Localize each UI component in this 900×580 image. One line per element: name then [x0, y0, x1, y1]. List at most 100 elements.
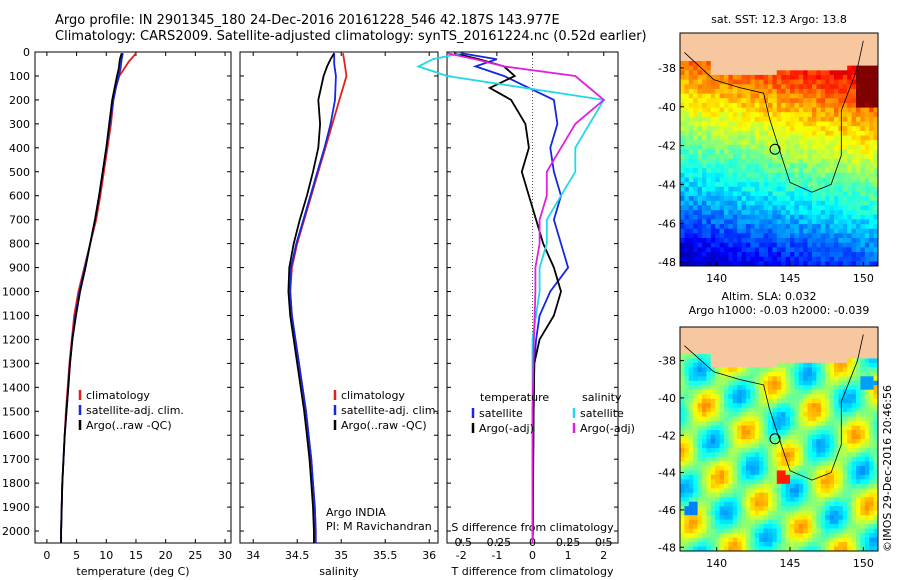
map-cell	[768, 261, 773, 267]
map-cell	[728, 353, 734, 359]
map-cell	[772, 256, 778, 262]
map-cell	[680, 168, 685, 174]
map-cell	[688, 501, 694, 507]
map-cell	[702, 542, 707, 547]
map-cell	[803, 238, 808, 244]
map-cell	[715, 546, 720, 552]
map-cell	[816, 228, 822, 234]
map-cell	[741, 546, 747, 552]
map-cell	[776, 196, 782, 202]
map-cell	[702, 74, 707, 80]
map-cell	[746, 191, 751, 197]
map-cell	[803, 483, 808, 489]
map-cell	[693, 448, 698, 453]
map-cell	[728, 61, 734, 67]
map-cell	[702, 33, 707, 39]
map-cell	[838, 107, 844, 113]
map-cell	[732, 546, 738, 552]
map-cell	[754, 158, 760, 164]
map-cell	[798, 247, 804, 253]
map-cell	[856, 403, 861, 409]
map-cell	[869, 47, 874, 53]
map-cell	[750, 93, 756, 99]
map-cell	[688, 528, 694, 534]
map-cell	[790, 488, 795, 494]
map-cell	[794, 79, 800, 85]
map-cell	[781, 158, 786, 164]
map-cell	[754, 492, 760, 498]
map-cell	[825, 394, 830, 400]
map-cell	[680, 421, 685, 426]
map-cell	[759, 380, 764, 386]
map-cell	[838, 398, 844, 404]
map-cell	[829, 439, 835, 444]
map-cell	[768, 186, 773, 192]
map-cell	[754, 439, 760, 444]
map-cell	[781, 394, 786, 400]
map-cell	[785, 93, 791, 99]
map-cell	[785, 65, 791, 71]
map-cell	[807, 412, 813, 417]
map-cell	[798, 144, 804, 150]
map-cell	[732, 439, 738, 444]
map-cell	[873, 403, 879, 409]
map-cell	[842, 510, 848, 516]
map-cell	[812, 186, 817, 192]
map-cell	[680, 205, 685, 211]
map-cell	[684, 448, 690, 453]
map-cell	[807, 140, 813, 146]
map-cell	[829, 358, 835, 364]
map-cell	[847, 349, 852, 355]
map-cell	[710, 252, 716, 258]
map-cell	[688, 344, 694, 350]
map-cell	[759, 70, 764, 76]
map-cell	[697, 154, 703, 160]
map-cell	[860, 470, 866, 476]
map-cell	[710, 367, 716, 373]
map-cell	[842, 65, 848, 71]
map-cell	[688, 510, 694, 516]
map-cell	[860, 205, 866, 211]
map-cell	[680, 130, 685, 136]
map-cell	[684, 358, 690, 364]
map-cell	[741, 47, 747, 53]
map-ytick-label: -42	[658, 140, 676, 153]
map-cell	[825, 483, 830, 489]
map-cell	[834, 362, 839, 368]
map-cell	[829, 163, 835, 169]
map-cell	[732, 56, 738, 62]
map-cell	[737, 135, 742, 141]
map-cell	[750, 200, 756, 206]
map-cell	[750, 349, 756, 355]
map-cell	[825, 168, 830, 174]
map-cell	[785, 515, 791, 521]
map-cell	[702, 362, 707, 368]
map-cell	[750, 65, 756, 71]
map-cell	[842, 238, 848, 244]
map-cell	[834, 33, 839, 39]
map-cell	[847, 186, 852, 192]
map-cell	[834, 546, 839, 552]
map-cell	[798, 238, 804, 244]
map-cell	[724, 358, 729, 364]
map-cell	[851, 546, 857, 552]
map-cell	[776, 88, 782, 94]
map-cell	[732, 452, 738, 458]
map-cell	[759, 452, 764, 458]
map-cell	[829, 394, 835, 400]
map-cell	[820, 107, 826, 113]
map-cell	[680, 416, 685, 422]
map-cell	[860, 443, 866, 449]
map-cell	[741, 336, 747, 341]
map-cell	[710, 33, 716, 39]
map-cell	[768, 358, 773, 364]
map-cell	[860, 515, 866, 521]
map-cell	[763, 407, 769, 413]
map-cell	[684, 140, 690, 146]
map-cell	[790, 479, 795, 485]
map-cell	[860, 256, 866, 262]
map-cell	[776, 371, 782, 377]
map-cell	[754, 443, 760, 449]
map-cell	[732, 353, 738, 359]
map-cell	[719, 154, 725, 160]
